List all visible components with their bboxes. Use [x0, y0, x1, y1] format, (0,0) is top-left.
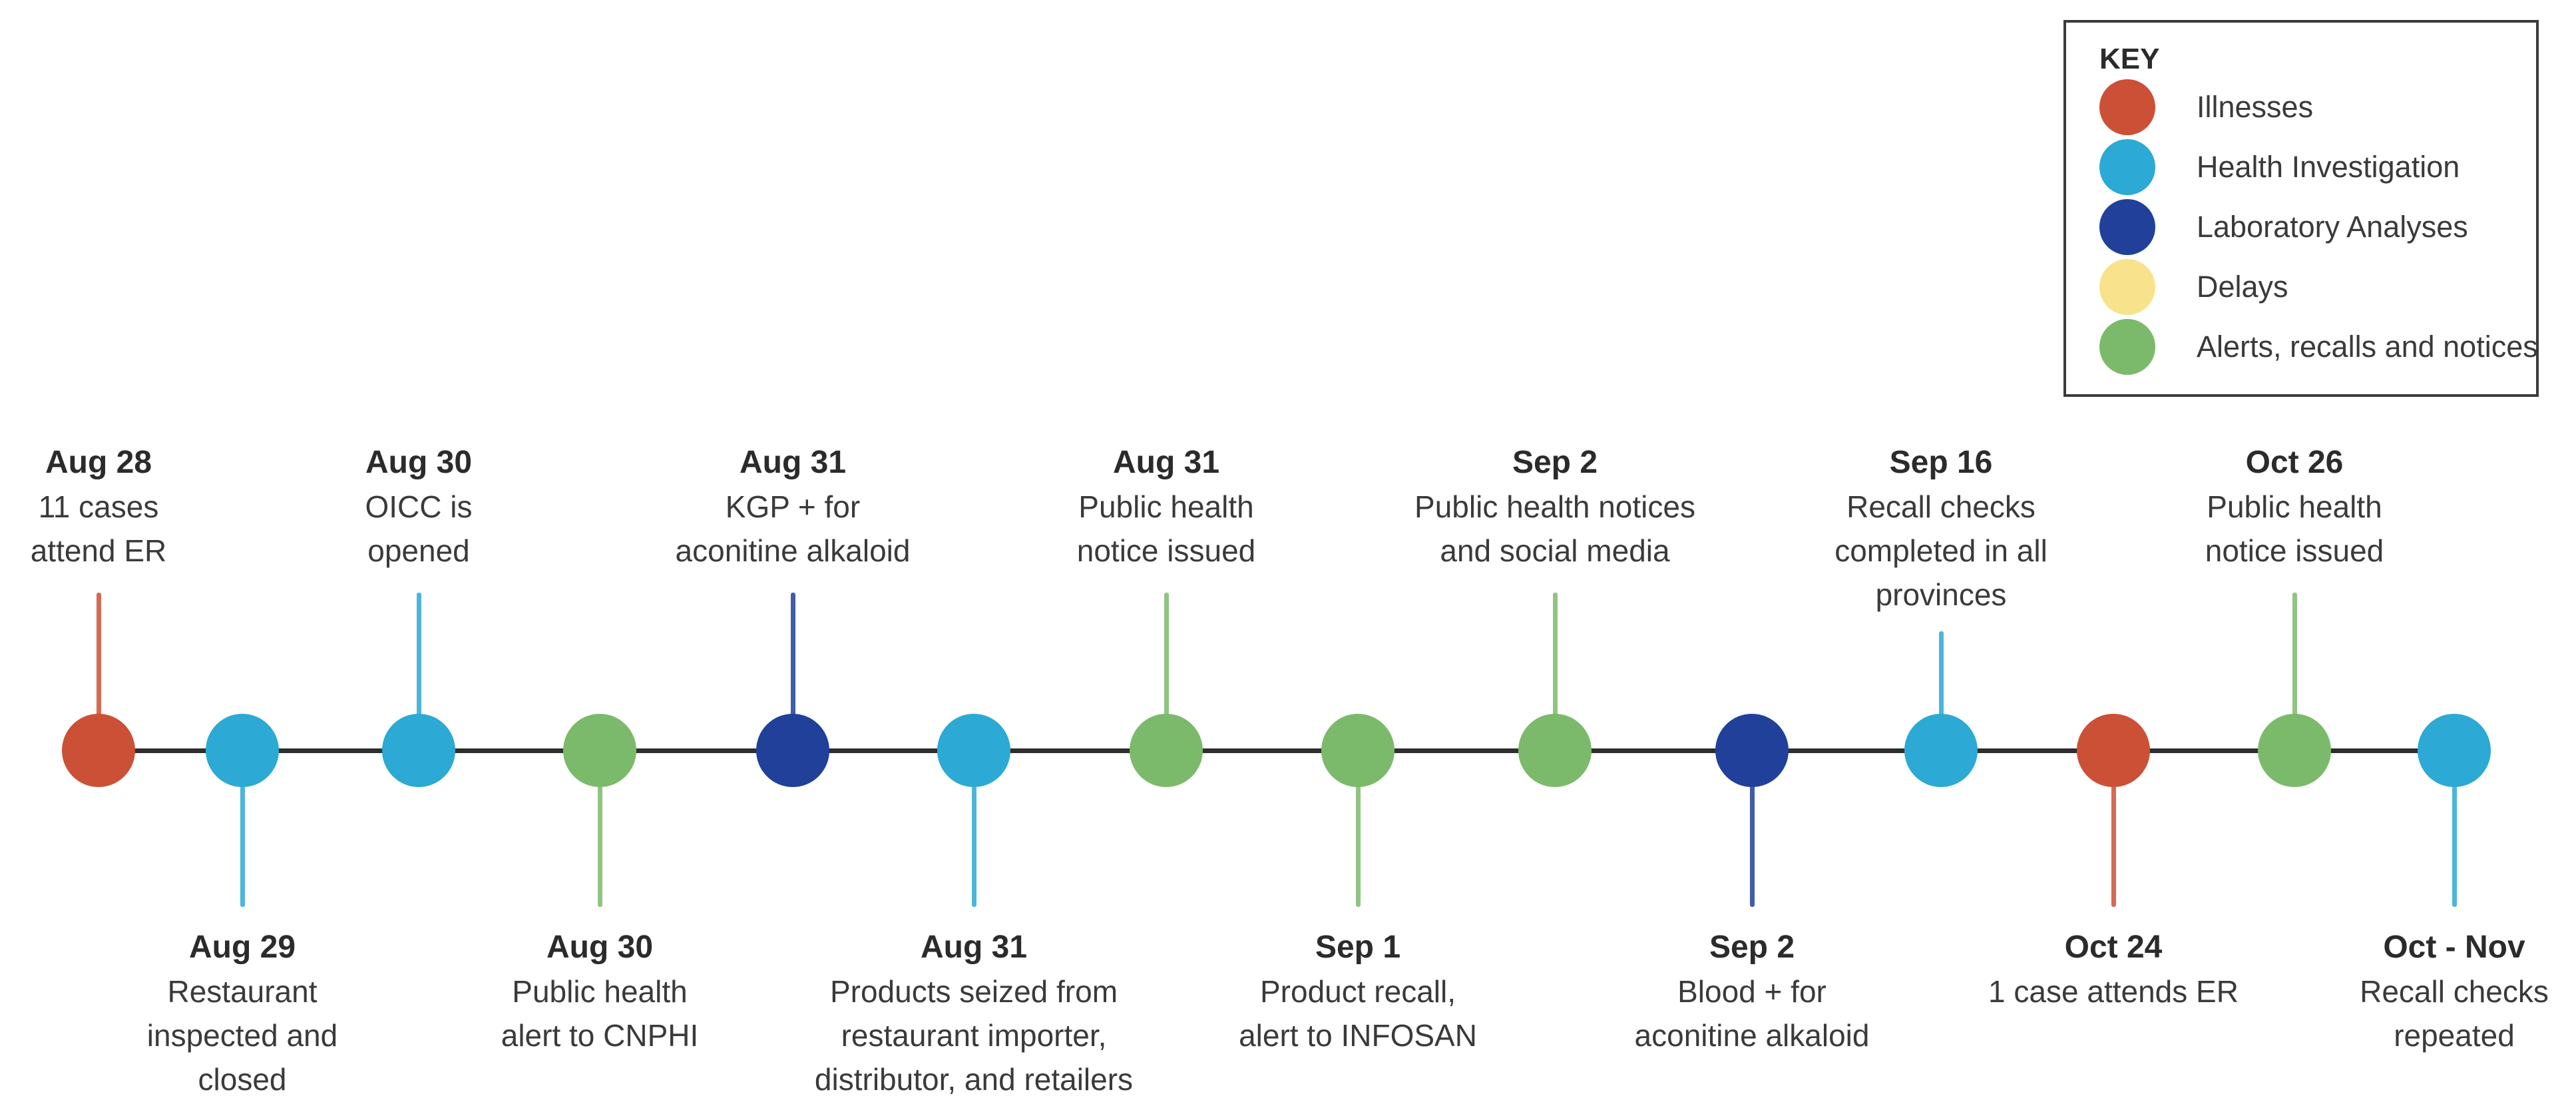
legend-box: KEY Illnesses Health Investigation Laborat… [2063, 20, 2539, 397]
event-description: Blood + for aconitine alkaloid [1634, 974, 1870, 1053]
legend-swatch-circle [2099, 259, 2155, 315]
event-date: Oct 26 [2245, 445, 2344, 480]
event-stem [598, 786, 602, 907]
event-label: Sep 2 Blood + for aconitine alkaloid [1539, 926, 1965, 1057]
event-stem [2452, 786, 2457, 907]
event-label: Aug 31 KGP + for aconitine alkaloid [580, 441, 1006, 573]
event-description: KGP + for aconitine alkaloid [675, 489, 911, 568]
event-date: Aug 31 [739, 445, 847, 480]
event-date: Sep 2 [1709, 930, 1795, 965]
legend-swatch-circle [2099, 199, 2155, 255]
event-marker-illnesses [2077, 714, 2150, 787]
legend-item-label: Alerts, recalls and notices [2197, 330, 2538, 364]
event-stem [1750, 786, 1755, 907]
legend-swatch-circle [2099, 319, 2155, 375]
event-date: Oct 24 [2064, 930, 2163, 965]
legend-swatch-circle [2099, 139, 2155, 195]
event-description: Recall checks repeated [2360, 974, 2549, 1053]
event-description: Recall checks completed in all provinces [1834, 489, 2047, 612]
event-label: Sep 1 Product recall, alert to INFOSAN [1145, 926, 1571, 1057]
event-date: Aug 29 [188, 930, 296, 965]
legend-item-label: Illnesses [2197, 90, 2314, 124]
event-stem [1553, 593, 1558, 716]
event-stem [972, 786, 976, 907]
event-marker-laboratory-analyses [756, 714, 829, 787]
event-date: Sep 16 [1889, 445, 1993, 480]
event-marker-health-investigation [206, 714, 279, 787]
event-label: Aug 28 11 cases attend ER [0, 441, 312, 573]
event-marker-illnesses [62, 714, 135, 787]
event-marker-health-investigation [2418, 714, 2491, 787]
event-label: Oct - Nov Recall checks repeated [2241, 926, 2576, 1057]
legend-item-label: Delays [2197, 270, 2288, 304]
event-date: Oct - Nov [2383, 930, 2525, 965]
event-stem [1164, 593, 1169, 716]
legend-item-laboratory-analyses: Laboratory Analyses [2099, 199, 2468, 255]
event-description: Restaurant inspected and closed [146, 974, 338, 1097]
legend-item-health-investigation: Health Investigation [2099, 139, 2460, 195]
event-stem [791, 593, 795, 716]
event-stem [2292, 593, 2297, 716]
event-marker-alerts-recalls-notices [1518, 714, 1592, 787]
event-date: Aug 31 [920, 930, 1028, 965]
event-label: Aug 31 Public health notice issued [953, 441, 1379, 573]
event-label: Aug 30 OICC is opened [206, 441, 632, 573]
event-label: Aug 29 Restaurant inspected and closed [29, 926, 455, 1101]
event-stem [1356, 786, 1361, 907]
event-marker-alerts-recalls-notices [1321, 714, 1395, 787]
event-marker-health-investigation [937, 714, 1010, 787]
event-description: 1 case attends ER [1988, 974, 2239, 1009]
event-description: 11 cases attend ER [30, 489, 167, 568]
event-date: Aug 30 [546, 930, 654, 965]
event-label: Sep 2 Public health notices and social me… [1342, 441, 1768, 573]
event-date: Aug 31 [1112, 445, 1220, 480]
legend-item-label: Laboratory Analyses [2197, 210, 2468, 244]
legend-title: KEY [2099, 43, 2160, 75]
event-description: Public health notice issued [2205, 489, 2384, 568]
event-label: Oct 26 Public health notice issued [2081, 441, 2507, 573]
event-stem [1939, 631, 1944, 716]
event-description: Products seized from restaurant importer… [814, 974, 1134, 1097]
event-label: Aug 30 Public health alert to CNPHI [387, 926, 813, 1057]
event-date: Aug 30 [365, 445, 473, 480]
legend-item-illnesses: Illnesses [2099, 79, 2313, 135]
event-description: Public health notices and social media [1414, 489, 1695, 568]
event-marker-alerts-recalls-notices [563, 714, 636, 787]
event-stem [240, 786, 245, 907]
event-marker-laboratory-analyses [1715, 714, 1789, 787]
event-label: Oct 24 1 case attends ER [1900, 926, 2326, 1013]
event-date: Sep 1 [1315, 930, 1401, 965]
event-description: Product recall, alert to INFOSAN [1239, 974, 1477, 1053]
event-stem [417, 593, 421, 716]
event-description: Public health notice issued [1076, 489, 1256, 568]
event-marker-alerts-recalls-notices [1130, 714, 1203, 787]
event-marker-health-investigation [1904, 714, 1978, 787]
legend-item-alerts-recalls-notices: Alerts, recalls and notices [2099, 319, 2538, 375]
event-stem [2111, 786, 2116, 907]
event-date: Sep 2 [1512, 445, 1598, 480]
legend-item-label: Health Investigation [2197, 150, 2460, 184]
event-description: Public health alert to CNPHI [501, 974, 699, 1053]
event-date: Aug 28 [45, 445, 152, 480]
event-label: Aug 31 Products seized from restaurant im… [761, 926, 1187, 1101]
legend-swatch-circle [2099, 79, 2155, 135]
event-marker-health-investigation [382, 714, 455, 787]
timeline-axis-line [85, 748, 2477, 753]
event-description: OICC is opened [365, 489, 473, 568]
event-label: Sep 16 Recall checks completed in all pro… [1728, 441, 2154, 617]
event-marker-alerts-recalls-notices [2258, 714, 2331, 787]
event-stem [97, 593, 101, 716]
legend-item-delays: Delays [2099, 259, 2288, 315]
